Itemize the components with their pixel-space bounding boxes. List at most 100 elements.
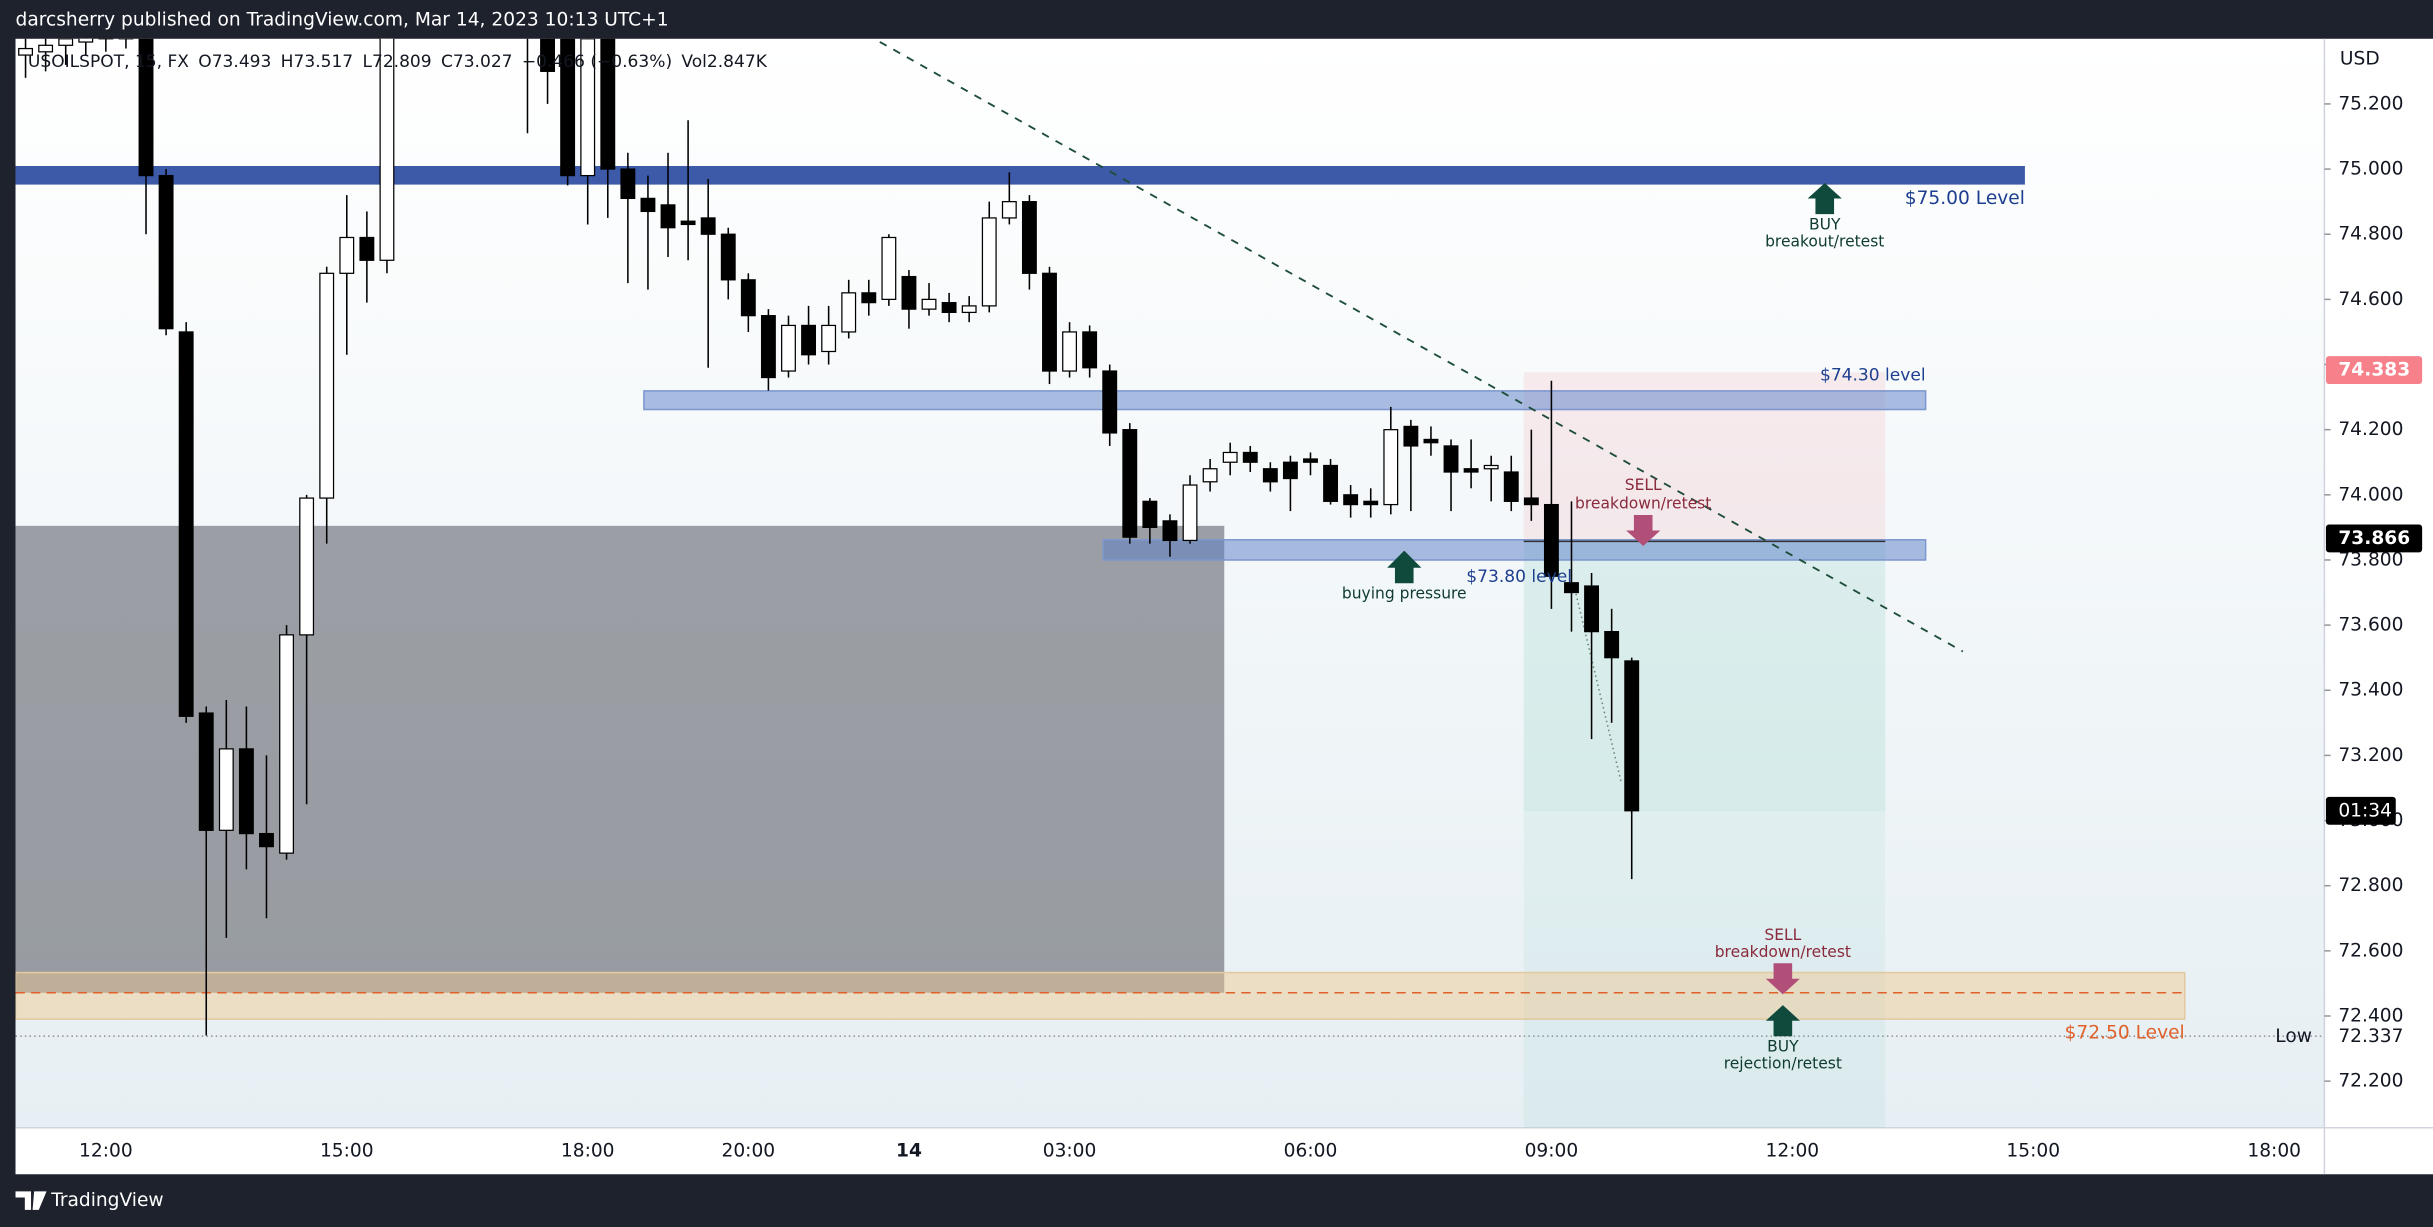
candle-body [1222, 451, 1238, 463]
level-band [15, 165, 2025, 185]
legend-item: C73.027 [441, 52, 513, 72]
price-label: 74.383 [2338, 360, 2410, 381]
candle-body [78, 38, 94, 43]
candle-body [299, 497, 315, 636]
price-label: 73.866 [2338, 528, 2410, 549]
y-tick-label: 72.600 [2338, 940, 2403, 961]
candle-body [198, 712, 214, 831]
annotation: BUY [1809, 215, 1841, 233]
candle-body [1142, 500, 1158, 529]
countdown-box [2325, 796, 2396, 825]
x-tick-label: 12:00 [1766, 1140, 1820, 1161]
y-tick-label: 73.800 [2338, 549, 2403, 570]
annotation: breakdown/retest [1575, 495, 1711, 513]
candle-body [1483, 464, 1499, 470]
candle-body [540, 38, 556, 72]
footer: TradingView [15, 1190, 164, 1211]
candle-body [580, 38, 596, 177]
legend-item: O73.493 [198, 52, 271, 72]
y-tick-label: 72.800 [2338, 875, 2403, 896]
x-tick-label: 03:00 [1043, 1140, 1097, 1161]
candle-body [1343, 494, 1359, 506]
candle-body [861, 292, 877, 304]
currency: USD [2340, 48, 2380, 69]
candle-body [841, 292, 857, 333]
legend-item: USOILSPOT, 15, FX [28, 52, 189, 72]
logo [15, 1191, 47, 1210]
annotation: BUY [1767, 1038, 1799, 1056]
candle-body [1122, 429, 1138, 538]
candle-body [1242, 451, 1258, 463]
candle-body [339, 236, 355, 274]
candle-body [279, 634, 295, 854]
candle-body [259, 832, 274, 848]
short-target-zone [1523, 811, 1886, 1128]
candle-body [1202, 468, 1218, 483]
footer-text: TradingView [50, 1190, 163, 1211]
candle-body [1282, 461, 1298, 480]
candle-body [781, 324, 796, 372]
candle-body [640, 197, 656, 213]
annotation: SELL [1625, 476, 1662, 494]
candle-body [1062, 331, 1078, 372]
candle-body [700, 217, 716, 235]
candle-body [1001, 201, 1017, 219]
low-label-text: Low [2275, 1026, 2312, 1047]
y-tick-label: 75.000 [2338, 159, 2403, 180]
candle-body [1303, 458, 1318, 463]
candle-body [158, 174, 174, 330]
annotation: breakdown/retest [1715, 943, 1851, 961]
y-tick-label: 72.400 [2338, 1005, 2403, 1026]
candle-body [901, 275, 917, 310]
candle-body [1383, 429, 1399, 506]
annotation: $75.00 Level [1905, 188, 2025, 209]
short-target-zone [1523, 541, 1886, 812]
candle-body [1463, 468, 1479, 473]
x-tick-label: 18:00 [2247, 1140, 2301, 1161]
x-tick-label: 12:00 [79, 1140, 133, 1161]
candle-body [138, 38, 154, 177]
candle-body [760, 315, 776, 379]
y-tick-label: 73.400 [2338, 680, 2403, 701]
annotations: $75.00 Level BUY breakout/retest $74.30 … [1342, 183, 2185, 1073]
y-tick-label: 73.200 [2338, 745, 2403, 766]
x-tick-label: 15:00 [320, 1140, 374, 1161]
candle-body [1082, 331, 1098, 369]
candle-body [359, 236, 375, 261]
candle-body [821, 324, 837, 353]
candle-body [961, 305, 977, 314]
legend-item: H73.517 [281, 52, 353, 72]
annotation: rejection/retest [1724, 1055, 1842, 1073]
legend-item: L72.809 [362, 52, 431, 72]
annotation: breakout/retest [1765, 232, 1884, 250]
y-tick-label: 72.200 [2338, 1071, 2403, 1092]
range-box [15, 525, 1225, 993]
y-tick-label: 74.200 [2338, 419, 2403, 440]
arrow-up [1807, 183, 1842, 215]
candle-body [58, 38, 74, 46]
candle-body [1042, 272, 1057, 372]
level-band [15, 971, 2186, 1020]
candle-body [319, 272, 335, 499]
level-band [643, 390, 1927, 411]
annotation: SELL [1764, 926, 1801, 944]
candle-body [1262, 468, 1278, 483]
candle-body [38, 44, 54, 53]
x-tick-label: 06:00 [1284, 1140, 1338, 1161]
candle-body [1021, 201, 1037, 274]
candle-body [1403, 425, 1419, 447]
projection-line [1574, 589, 1623, 784]
candle-body [720, 233, 736, 281]
x-tick-label: 18:00 [561, 1140, 615, 1161]
candle-body [1523, 497, 1539, 506]
level-band [1102, 539, 1927, 561]
legend-item: Vol2.847K [681, 52, 767, 72]
x-tick-label: 14 [896, 1140, 922, 1161]
y-tick-label: 75.200 [2338, 93, 2403, 114]
candle-body [178, 331, 194, 717]
candle-body [801, 324, 817, 356]
candle-body [1543, 503, 1559, 577]
annotation: $73.80 level [1466, 567, 1572, 587]
annotation: $74.30 level [1820, 365, 1926, 385]
arrow-up [1387, 550, 1422, 584]
